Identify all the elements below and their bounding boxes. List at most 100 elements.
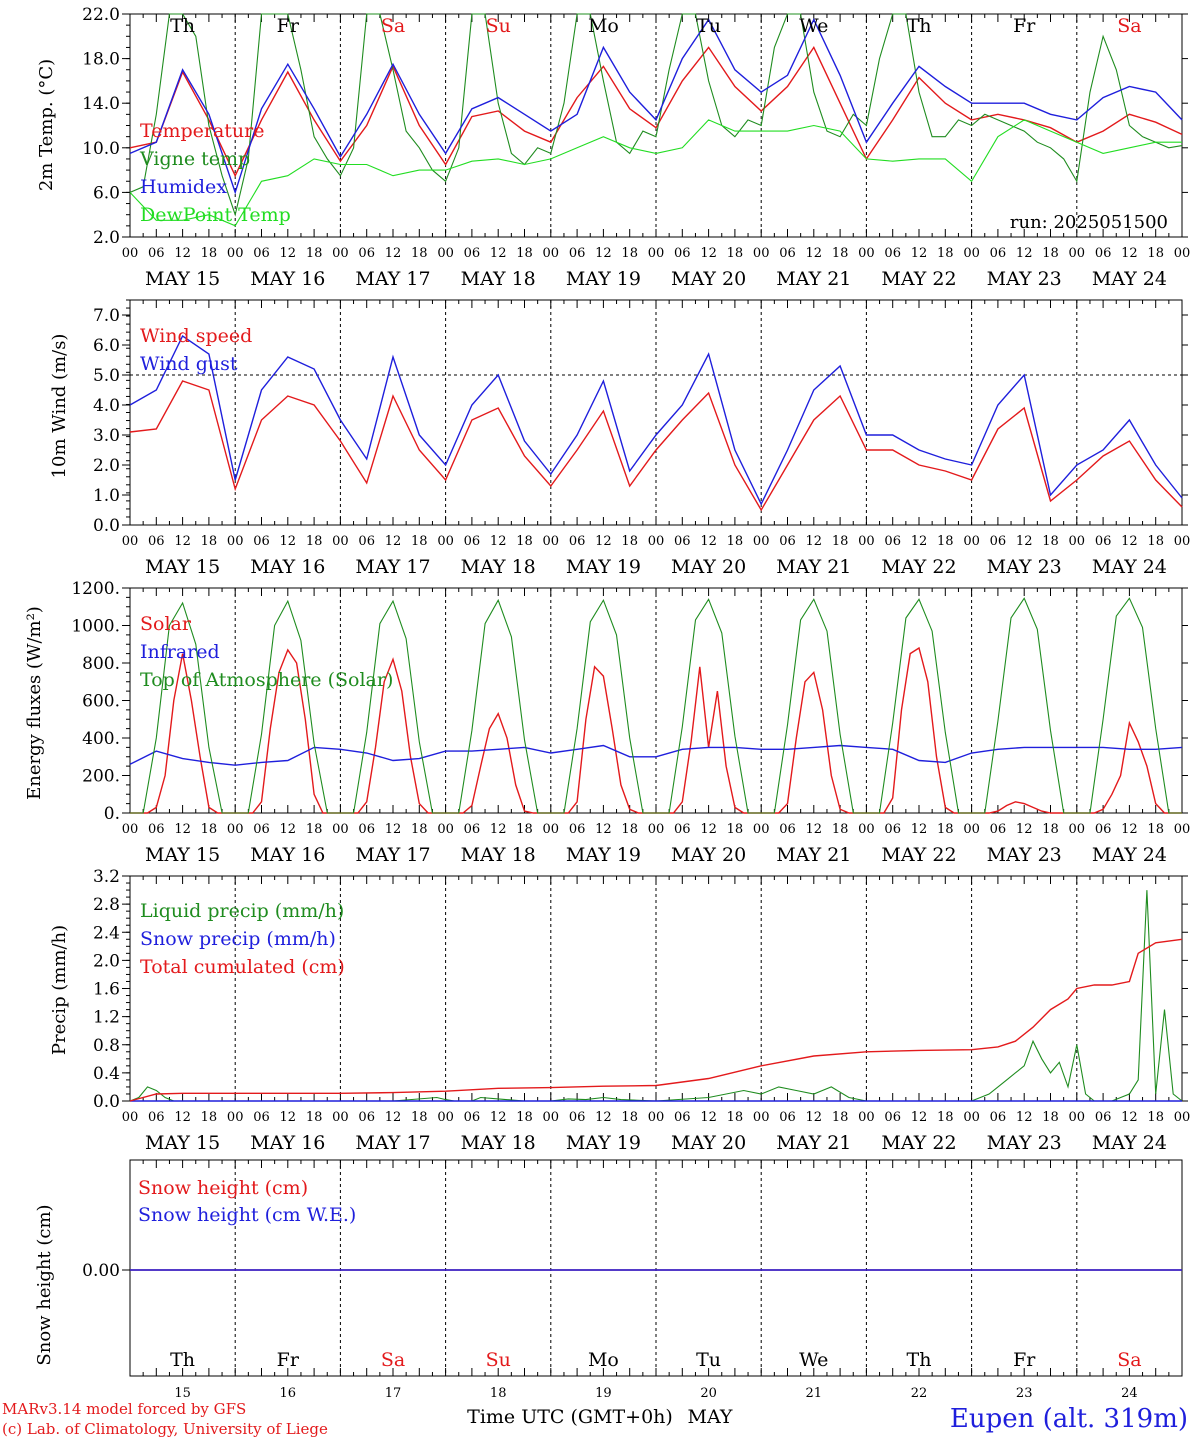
temperature-panel: 2.0 6.0 10.0 14.0 18.0 22.0 Temperature Vigne t…	[36, 5, 1190, 290]
energy-date-label: MAY 18	[461, 844, 536, 866]
energy-hour-label: 12	[280, 822, 297, 837]
precip-hour-label: 12	[911, 1110, 928, 1125]
precip-hour-label: 00	[1069, 1110, 1086, 1125]
temperature-hour-label: 06	[1095, 246, 1112, 261]
temperature-date-label: MAY 24	[1092, 268, 1167, 290]
energy-hour-label: 12	[911, 822, 928, 837]
energy-date-label: MAY 21	[776, 844, 851, 866]
precip-hour-label: 12	[700, 1110, 717, 1125]
snow-weekday-label: We	[799, 1349, 828, 1371]
snow-day-number: 15	[174, 1386, 191, 1401]
wind-hour-label: 00	[227, 534, 244, 549]
precip-date-label: MAY 16	[250, 1132, 325, 1154]
energy-hour-label: 06	[358, 822, 375, 837]
energy-hour-label: 06	[884, 822, 901, 837]
snow-day-number: 18	[490, 1386, 507, 1401]
precip-hour-label: 12	[385, 1110, 402, 1125]
temperature-hour-label: 12	[490, 246, 507, 261]
wind-hour-label: 06	[569, 534, 586, 549]
temperature-hour-label: 18	[832, 246, 849, 261]
precip-ylabel: Precip (mm/h)	[49, 925, 70, 1055]
wind-ytick-label: 3.0	[93, 426, 120, 446]
precip-date-label: MAY 19	[566, 1132, 641, 1154]
wind-series-1	[129, 334, 1183, 506]
wind-hour-label: 18	[411, 534, 428, 549]
energy-hour-label: 00	[543, 822, 560, 837]
energy-hour-label: 18	[832, 822, 849, 837]
energy-hour-label: 00	[122, 822, 139, 837]
temperature-ytick-label: 18.0	[82, 50, 120, 70]
wind-hour-label: 00	[858, 534, 875, 549]
temperature-hour-label: 00	[753, 246, 770, 261]
precip-hour-label: 18	[832, 1110, 849, 1125]
snow-weekday-label: Mo	[588, 1349, 619, 1371]
temperature-weekday-label: Fr	[277, 15, 300, 37]
temperature-date-label: MAY 19	[566, 268, 641, 290]
temperature-date-label: MAY 18	[461, 268, 536, 290]
temperature-legend-0: Temperature	[140, 120, 264, 142]
temperature-hour-label: 12	[595, 246, 612, 261]
precip-hour-label: 06	[1095, 1110, 1112, 1125]
wind-hour-label: 06	[1095, 534, 1112, 549]
wind-date-label: MAY 22	[881, 556, 956, 578]
snow-day-number: 21	[806, 1386, 823, 1401]
temperature-hour-label: 00	[437, 246, 454, 261]
wind-hour-label: 00	[648, 534, 665, 549]
wind-hour-label: 12	[280, 534, 297, 549]
temperature-ytick-label: 14.0	[82, 94, 120, 114]
wind-hour-label: 06	[253, 534, 270, 549]
energy-hour-label: 12	[490, 822, 507, 837]
snow-weekday-label: Th	[170, 1349, 195, 1371]
wind-hour-label: 12	[700, 534, 717, 549]
energy-ytick-label: 400.	[82, 729, 120, 749]
energy-legend-2: Top of Atmosphere (Solar)	[140, 669, 393, 691]
precip-date-label: MAY 20	[671, 1132, 746, 1154]
temperature-legend-1: Vigne temp	[139, 148, 250, 170]
wind-date-label: MAY 20	[671, 556, 746, 578]
wind-hour-label: 12	[911, 534, 928, 549]
wind-hour-label: 18	[727, 534, 744, 549]
snow-weekday-label: Tu	[696, 1349, 721, 1371]
precip-ytick-label: 3.2	[93, 867, 120, 887]
wind-hour-label: 00	[1069, 534, 1086, 549]
temperature-hour-label: 18	[1147, 246, 1164, 261]
wind-hour-label: 18	[937, 534, 954, 549]
temperature-hour-label: 00	[858, 246, 875, 261]
temperature-hour-label: 18	[306, 246, 323, 261]
precip-hour-label: 18	[1147, 1110, 1164, 1125]
temperature-hour-label: 18	[516, 246, 533, 261]
precip-hour-label: 18	[937, 1110, 954, 1125]
temperature-weekday-label: Th	[170, 15, 195, 37]
wind-hour-label: 18	[306, 534, 323, 549]
energy-date-label: MAY 20	[671, 844, 746, 866]
wind-ytick-label: 5.0	[93, 366, 120, 386]
wind-date-label: MAY 24	[1092, 556, 1167, 578]
energy-hour-label: 12	[174, 822, 191, 837]
precip-hour-label: 06	[779, 1110, 796, 1125]
precip-hour-label: 12	[174, 1110, 191, 1125]
temperature-ytick-label: 10.0	[82, 139, 120, 159]
snow-weekday-label: Fr	[277, 1349, 300, 1371]
precip-hour-label: 00	[648, 1110, 665, 1125]
copyright-credit: (c) Lab. of Climatology, University of L…	[2, 1420, 328, 1438]
snow-legend-0: Snow height (cm)	[138, 1177, 308, 1199]
wind-date-label: MAY 23	[987, 556, 1062, 578]
temperature-hour-label: 12	[385, 246, 402, 261]
precip-hour-label: 18	[201, 1110, 218, 1125]
temperature-legend-2: Humidex	[140, 176, 227, 198]
temperature-weekday-label: Th	[907, 15, 932, 37]
model-credit: MARv3.14 model forced by GFS	[2, 1400, 246, 1418]
energy-date-label: MAY 15	[145, 844, 220, 866]
energy-hour-label: 06	[779, 822, 796, 837]
wind-ytick-label: 0.0	[93, 516, 120, 536]
energy-date-label: MAY 24	[1092, 844, 1167, 866]
snow-weekday-label: Th	[907, 1349, 932, 1371]
temperature-date-label: MAY 23	[987, 268, 1062, 290]
energy-hour-label: 12	[1016, 822, 1033, 837]
energy-hour-label: 12	[806, 822, 823, 837]
energy-hour-label: 18	[201, 822, 218, 837]
temperature-hour-label: 06	[674, 246, 691, 261]
wind-date-label: MAY 21	[776, 556, 851, 578]
precip-hour-label: 18	[411, 1110, 428, 1125]
